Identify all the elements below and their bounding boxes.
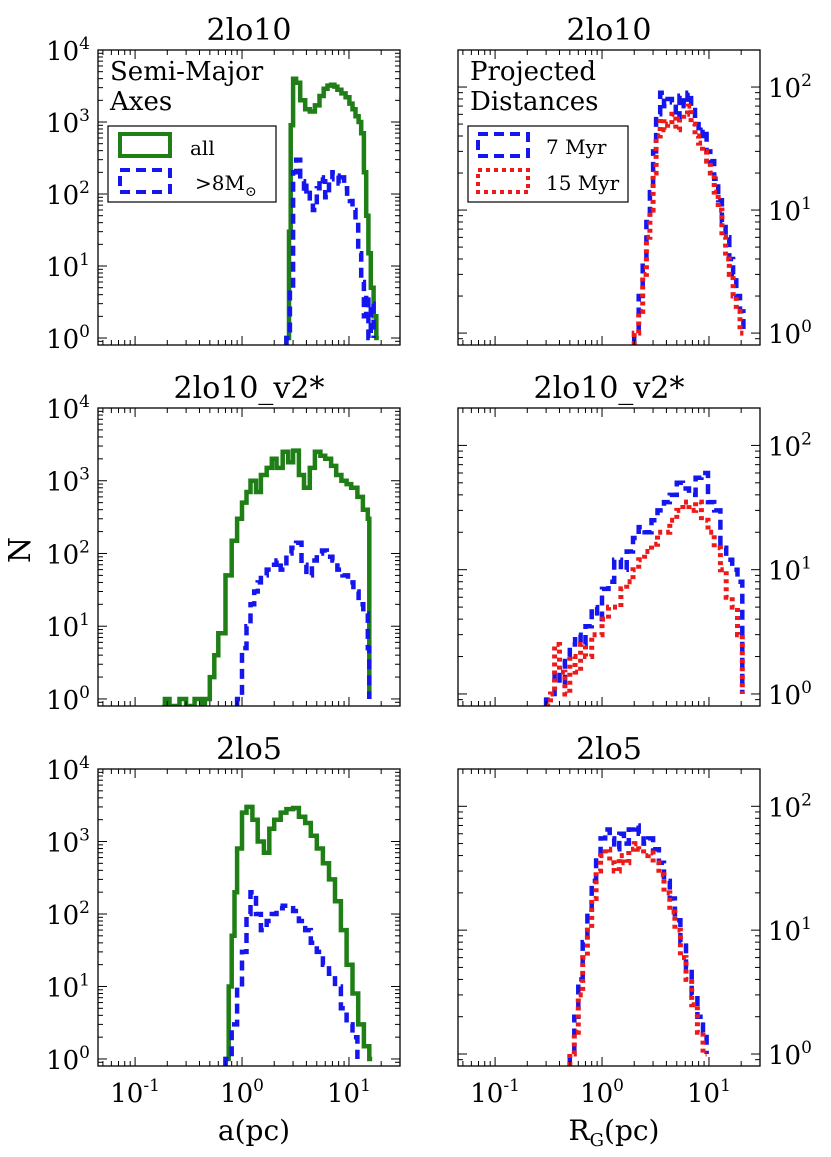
plot-frame [97, 768, 401, 1067]
legend-header-line1: Projected [470, 57, 596, 87]
series-group [631, 90, 746, 345]
series-line-15-myr [631, 103, 744, 345]
panel-title: 2lo5 [216, 732, 282, 767]
y-tick-label: 101 [768, 194, 812, 227]
y-tick-label: 102 [768, 790, 812, 823]
x-tick-label: 101 [327, 1076, 371, 1109]
series-group [162, 448, 372, 706]
series-line-15-myr [546, 499, 745, 706]
panel-2lo5-semimajor: 2lo5 10-1 100 101 100 101 102 103 104 [46, 732, 401, 1109]
panel-title: 2lo5 [576, 732, 642, 767]
y-axis-label: N [3, 537, 38, 563]
y-tick-label: 103 [46, 465, 90, 498]
panel-title: 2lo10 [567, 13, 652, 48]
y-tick-label: 104 [46, 34, 90, 67]
y-tick-label: 100 [768, 1038, 812, 1071]
y-tick-label: 101 [46, 610, 90, 643]
x-tick-label: 100 [220, 1076, 264, 1109]
y-tick-label: 102 [46, 898, 90, 931]
panel-2lo5-projected: 2lo5 10-1 100 101 100 101 102 [457, 732, 812, 1109]
y-tick-label: 101 [46, 250, 90, 283]
panel-2lo10-v2-semimajor: 2lo10_v2* 100 101 102 103 104 [46, 371, 401, 716]
panel-title: 2lo10 [207, 13, 292, 48]
y-tick-label: 101 [46, 970, 90, 1003]
x-axis-label-left: a(pc) [218, 1114, 290, 1147]
x-tick-label: 10-1 [110, 1076, 160, 1109]
series-group [284, 76, 379, 345]
series-group [223, 804, 373, 1066]
series-line-all [284, 76, 379, 345]
series-line--8msun [223, 889, 360, 1066]
series-group [567, 823, 709, 1066]
y-tick-label: 100 [768, 678, 812, 711]
legend-swatch-7myr [476, 132, 530, 158]
legend-label-15myr: 15 Myr [546, 171, 620, 195]
legend-label-7myr: 7 Myr [546, 135, 607, 159]
legend-swatch-massive [118, 168, 172, 194]
y-tick-label: 101 [768, 914, 812, 947]
legend-label-all: all [190, 136, 215, 160]
panel-2lo10-projected: 2lo10 100 101 102 [457, 13, 812, 350]
x-tick-label: 10-1 [470, 1076, 520, 1109]
plot-frame [457, 49, 761, 346]
plot-frame [97, 407, 401, 707]
panel-2lo10-semimajor: 2lo10 100 101 102 103 104 [46, 13, 401, 355]
series-line-15-myr [567, 841, 707, 1066]
y-tick-label: 103 [46, 106, 90, 139]
legend-box [107, 125, 277, 203]
y-tick-label: 102 [768, 71, 812, 104]
legend-header-line1: Semi-Major [110, 57, 264, 87]
panel-title: 2lo10_v2* [174, 371, 325, 406]
y-tick-label: 101 [768, 554, 812, 587]
y-tick-label: 102 [46, 537, 90, 570]
series-line--8msun [284, 157, 376, 345]
series-line-7-myr [631, 90, 746, 345]
series-line-all [162, 448, 372, 706]
y-tick-label: 100 [768, 317, 812, 350]
y-tick-label: 100 [46, 1043, 90, 1076]
y-tick-label: 100 [46, 683, 90, 716]
series-line-7-myr [543, 470, 745, 706]
legend-box [467, 125, 629, 203]
legend-label-massive: >8M⊙ [195, 171, 257, 200]
y-tick-label: 102 [46, 178, 90, 211]
series-group [543, 470, 745, 706]
series-line--8msun [234, 540, 372, 706]
panel-2lo10-v2-projected: 2lo10_v2* 100 101 102 [457, 371, 812, 711]
legend-projected: Projected Distances 7 Myr 15 Myr [467, 57, 629, 203]
plot-frame [457, 407, 761, 707]
y-tick-label: 104 [46, 392, 90, 425]
x-tick-label: 101 [687, 1076, 731, 1109]
y-tick-label: 102 [768, 429, 812, 462]
x-tick-label: 100 [580, 1076, 624, 1109]
legend-swatch-all [118, 132, 172, 158]
series-line-all [223, 804, 373, 1066]
y-tick-label: 100 [46, 322, 90, 355]
legend-header-line2: Axes [109, 87, 172, 117]
legend-semimajor: Semi-Major Axes all >8M⊙ [107, 57, 277, 203]
y-tick-label: 104 [46, 753, 90, 786]
legend-header-line2: Distances [470, 87, 599, 117]
plot-frame [457, 768, 761, 1067]
legend-swatch-15myr [476, 168, 530, 194]
y-tick-label: 103 [46, 825, 90, 858]
panel-title: 2lo10_v2* [534, 371, 685, 406]
x-axis-label-right: RG(pc) [569, 1114, 660, 1151]
series-line-7-myr [567, 823, 709, 1066]
